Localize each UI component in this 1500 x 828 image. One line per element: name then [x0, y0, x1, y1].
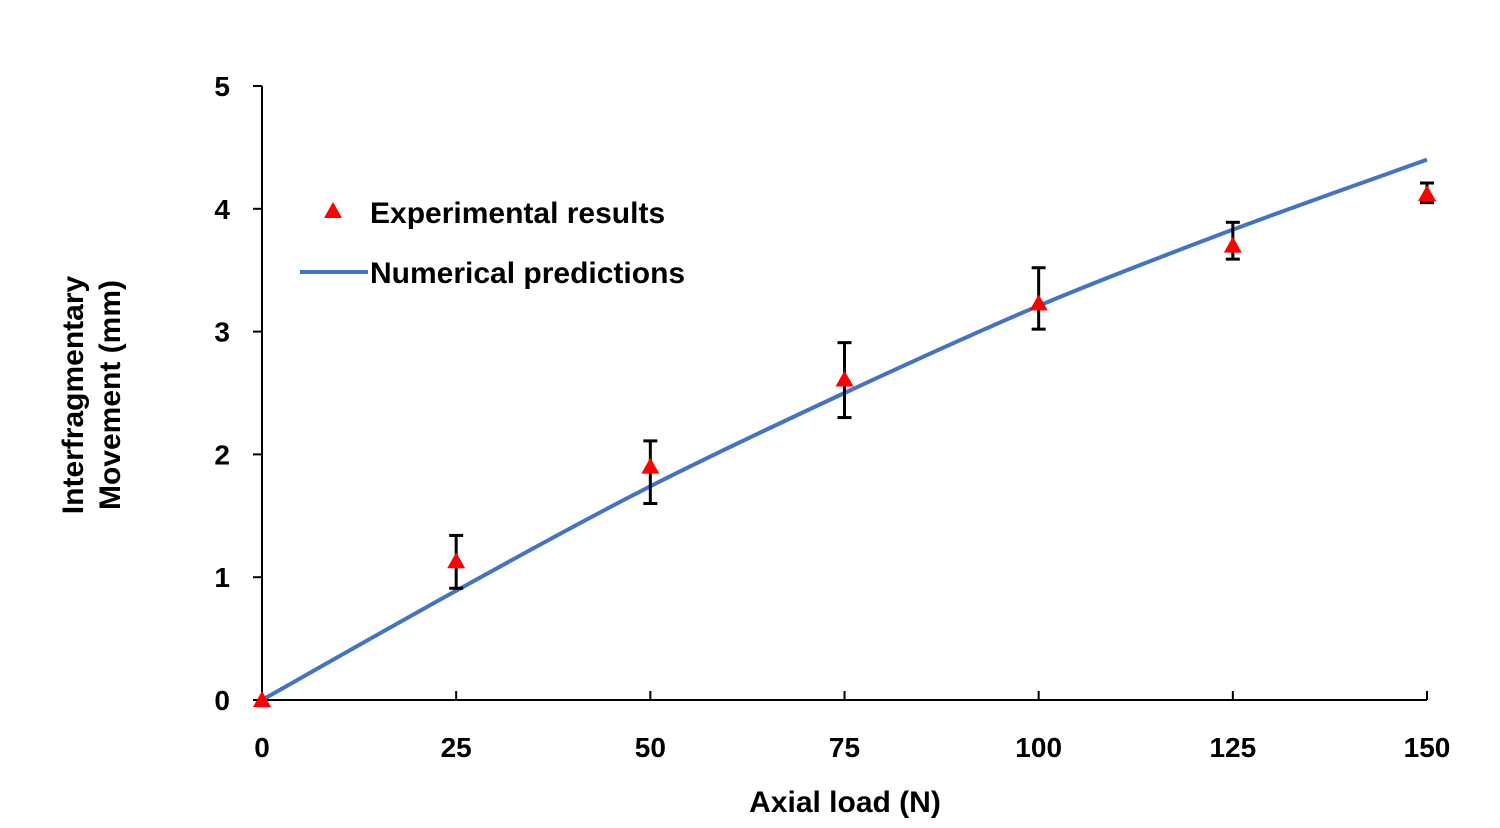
- y-tick-label: 1: [214, 562, 230, 593]
- y-axis-title-line-2: Movement (mm): [94, 280, 127, 510]
- numerical-predictions-line: [261, 157, 1428, 702]
- x-tick-label: 150: [1404, 732, 1451, 763]
- legend: Experimental results Numerical predictio…: [300, 197, 685, 290]
- x-tick-label: 50: [635, 732, 666, 763]
- x-tick-label: 25: [441, 732, 472, 763]
- legend-label-numerical: Numerical predictions: [370, 257, 685, 290]
- experimental-point: [253, 691, 271, 707]
- x-tick-label: 0: [254, 732, 270, 763]
- x-tick-label: 75: [829, 732, 860, 763]
- y-axis-title-line-1: Interfragmentary: [57, 275, 90, 514]
- experimental-point: [641, 457, 660, 474]
- x-tick-label: 125: [1209, 732, 1256, 763]
- x-axis-title: Axial load (N): [749, 786, 941, 819]
- experimental-point: [447, 552, 466, 569]
- y-tick-label: 5: [214, 71, 230, 102]
- numerical-predictions-series: [261, 157, 1428, 702]
- y-tick-label: 2: [214, 439, 230, 470]
- experimental-results-series: [253, 181, 1436, 707]
- legend-label-experimental: Experimental results: [370, 197, 665, 230]
- experimental-point: [1223, 236, 1242, 253]
- y-tick-label: 0: [214, 685, 230, 716]
- x-tick-label: 100: [1015, 732, 1062, 763]
- y-tick-label: 4: [214, 194, 230, 225]
- y-tick-label: 3: [214, 317, 230, 348]
- ticks: 0 25 50 75 100 125 150 0 1 2 3 4 5: [214, 71, 1450, 763]
- experimental-point: [1029, 294, 1048, 311]
- experimental-point: [835, 370, 854, 387]
- legend-triangle-marker: [324, 202, 342, 218]
- experimental-point: [1418, 185, 1436, 202]
